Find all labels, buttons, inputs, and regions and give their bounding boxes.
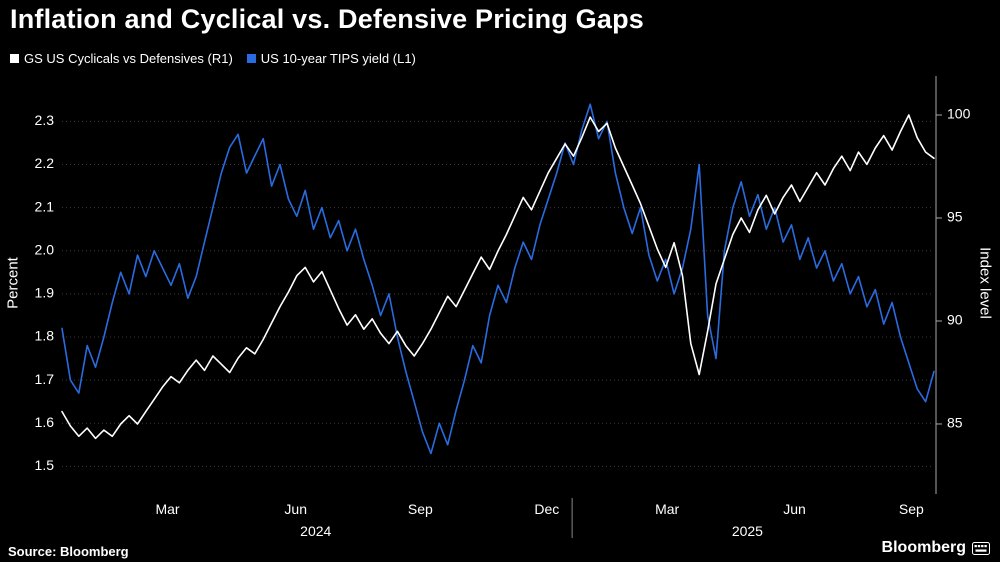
svg-text:1.6: 1.6 [35, 414, 55, 430]
series-line-tips [61, 103, 935, 455]
right-axis: 85 90 95 100 [935, 76, 971, 494]
gridlines [62, 120, 934, 467]
svg-text:Jun: Jun [783, 501, 806, 517]
legend-item-tips: US 10-year TIPS yield (L1) [246, 51, 416, 66]
svg-text:2.1: 2.1 [35, 198, 55, 214]
svg-text:Dec: Dec [534, 501, 559, 517]
svg-text:1.8: 1.8 [35, 328, 55, 344]
legend-label-tips: US 10-year TIPS yield (L1) [260, 51, 416, 66]
svg-text:Sep: Sep [899, 501, 924, 517]
svg-text:1.9: 1.9 [35, 285, 55, 301]
series-line-cyclicals [61, 114, 935, 440]
left-axis-ticks: 1.5 1.6 1.7 1.8 1.9 2.0 2.1 2.2 2.3 [35, 112, 55, 473]
x-axis-labels: Mar Jun Sep Dec Mar Jun Sep 2024 2025 [155, 498, 924, 539]
legend: GS US Cyclicals vs Defensives (R1) US 10… [10, 51, 416, 66]
svg-text:2.0: 2.0 [35, 241, 55, 257]
legend-swatch-cyclicals [10, 54, 19, 63]
svg-text:100: 100 [947, 106, 971, 122]
legend-item-cyclicals: GS US Cyclicals vs Defensives (R1) [10, 51, 233, 66]
svg-text:Mar: Mar [155, 501, 179, 517]
legend-swatch-tips [246, 54, 256, 63]
bloomberg-logo: Bloomberg [882, 539, 990, 557]
source-note: Source: Bloomberg [8, 544, 129, 559]
svg-text:2025: 2025 [732, 523, 763, 539]
svg-text:Mar: Mar [655, 501, 679, 517]
svg-text:1.7: 1.7 [35, 371, 55, 387]
svg-text:Jun: Jun [284, 501, 307, 517]
svg-text:95: 95 [947, 209, 963, 225]
chart-title: Inflation and Cyclical vs. Defensive Pri… [10, 4, 645, 34]
svg-text:2024: 2024 [300, 523, 331, 539]
svg-text:Sep: Sep [408, 501, 433, 517]
svg-text:2.2: 2.2 [35, 155, 55, 171]
bloomberg-logo-text: Bloomberg [881, 539, 966, 556]
svg-text:90: 90 [947, 312, 963, 328]
bloomberg-terminal-icon [972, 541, 990, 555]
svg-text:1.5: 1.5 [35, 457, 55, 473]
legend-label-cyclicals: GS US Cyclicals vs Defensives (R1) [24, 51, 233, 66]
svg-text:2.3: 2.3 [35, 112, 55, 128]
svg-text:85: 85 [947, 415, 963, 431]
